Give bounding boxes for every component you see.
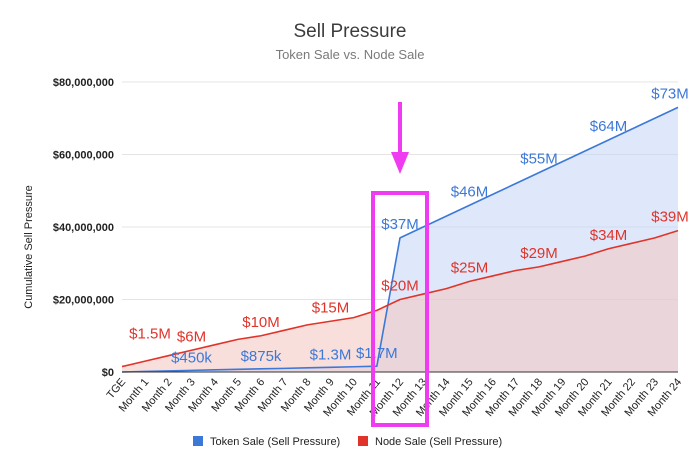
data-label: $64M: [590, 118, 628, 135]
y-tick-label: $60,000,000: [53, 150, 114, 162]
data-label: $55M: [520, 151, 558, 168]
data-label: $73M: [651, 85, 689, 102]
data-label: $39M: [651, 209, 689, 226]
data-label: $20M: [381, 278, 419, 295]
data-label: $15M: [312, 299, 350, 316]
data-label: $37M: [381, 216, 419, 233]
y-tick-label: $20,000,000: [53, 295, 114, 307]
annotations: [371, 102, 429, 427]
legend-label: Node Sale (Sell Pressure): [375, 436, 502, 448]
chart-title: Sell Pressure: [294, 21, 407, 42]
data-label: $46M: [451, 183, 489, 200]
data-label: $25M: [451, 259, 489, 276]
annotation-arrow-head: [391, 152, 409, 174]
data-label: $1.3M: [310, 346, 352, 363]
annotation-highlight-box: [371, 191, 429, 427]
data-label: $1.5M: [129, 326, 171, 343]
y-axis-label: Cumulative Sell Pressure: [23, 185, 35, 309]
series-line-token-sale: [121, 106, 679, 373]
data-label: $29M: [520, 245, 558, 262]
y-tick-label: $80,000,000: [53, 77, 114, 89]
data-label: $34M: [590, 227, 628, 244]
data-label: $875k: [241, 348, 282, 365]
data-label: $6M: [177, 328, 206, 345]
data-label: $1.7M: [356, 345, 398, 362]
chart-subtitle: Token Sale vs. Node Sale: [276, 47, 425, 62]
series-lines: [121, 106, 679, 373]
data-label: $450k: [171, 349, 212, 366]
legend: Token Sale (Sell Pressure) Node Sale (Sel…: [193, 436, 502, 448]
legend-label: Token Sale (Sell Pressure): [210, 436, 340, 448]
data-labels: $450k $875k $1.3M $1.7M $37M $46M $55M $64M $73M…: [129, 85, 689, 366]
data-label: $10M: [242, 314, 280, 331]
legend-swatch: [358, 436, 368, 446]
y-tick-label: $0: [102, 367, 114, 379]
legend-swatch: [193, 436, 203, 446]
series-area-node-sale: [122, 230, 678, 372]
y-tick-label: $40,000,000: [53, 222, 114, 234]
series-line-node-sale: [121, 229, 679, 368]
